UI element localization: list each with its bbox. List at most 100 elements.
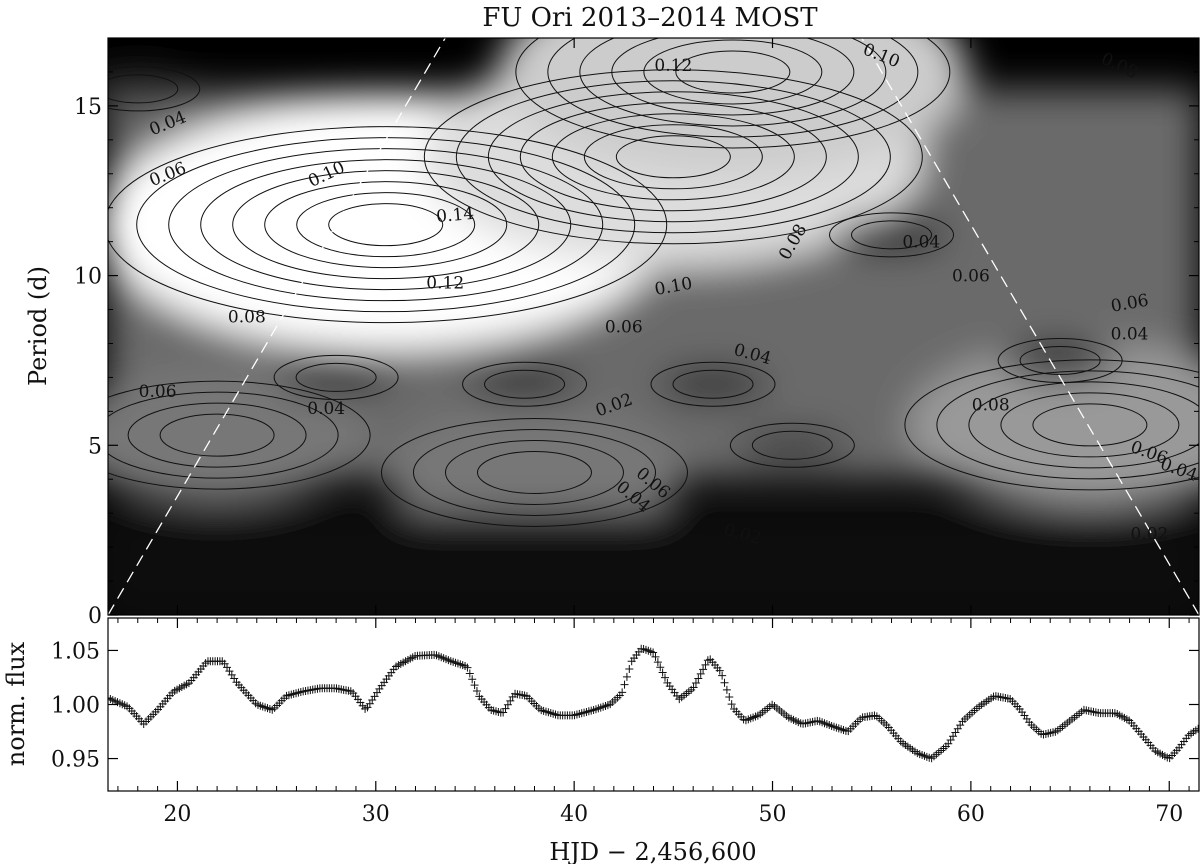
contour-label: 0.14 [435, 204, 474, 227]
y-tick-label: 5 [88, 434, 102, 459]
contour-line [296, 192, 476, 258]
contour-line [487, 91, 859, 223]
contour-line [444, 439, 624, 505]
contour-line [108, 126, 668, 324]
contour-line [968, 381, 1199, 469]
y-tick-label: 10 [74, 265, 102, 290]
power-minimum [737, 427, 848, 464]
contour-line [579, 38, 887, 127]
flux-point [1194, 724, 1199, 733]
low-period-floor [108, 513, 1199, 615]
contour-line [200, 159, 572, 291]
contour-line [611, 38, 855, 116]
contour-line [851, 220, 933, 250]
lightcurve-frame [107, 617, 1200, 792]
chart-title: FU Ori 2013–2014 MOST [482, 3, 818, 33]
flux-point [620, 680, 629, 689]
cone-of-influence-right [861, 38, 1199, 615]
contour-label: 0.12 [654, 56, 692, 76]
y-tick-label: 1.00 [51, 694, 100, 719]
wavelet-frame [107, 37, 1200, 616]
flux-point [649, 648, 658, 657]
contour-line [232, 170, 540, 280]
contour-line [829, 212, 955, 258]
contour-line [936, 370, 1199, 480]
y-tick-label: 0.95 [51, 748, 100, 773]
contour-label: 0.02 [1130, 525, 1168, 545]
flux-point [720, 678, 729, 687]
power-minimum [836, 216, 947, 253]
contour-line [551, 113, 795, 201]
contour-label: 0.08 [228, 307, 266, 327]
contour-line [108, 380, 371, 490]
contour-line [615, 135, 731, 179]
contour-line [412, 428, 656, 516]
flux-point [653, 658, 662, 667]
flux-point [689, 683, 698, 692]
contour-line [583, 124, 763, 190]
contour-line [136, 137, 636, 313]
flux-point [658, 668, 667, 677]
flux-point [727, 700, 736, 709]
contour-label: 0.04 [307, 399, 345, 419]
power-peak [385, 403, 684, 542]
contour-label: 0.06 [605, 318, 643, 338]
flux-point [625, 665, 634, 674]
flux-point [718, 671, 727, 680]
contour-line [1019, 345, 1101, 375]
flux-point [465, 669, 474, 678]
flux-point [722, 685, 731, 694]
contour-line [729, 422, 855, 468]
contour-line [328, 203, 444, 247]
y-tick-label: 15 [74, 95, 102, 120]
power-minimum [108, 70, 193, 107]
flux-point [725, 693, 734, 702]
contour-line [264, 181, 508, 269]
flux-point [691, 678, 700, 687]
contour-label: 0.08 [972, 396, 1010, 416]
flux-point [618, 688, 627, 697]
contour-line [455, 80, 891, 234]
flux-point [699, 665, 708, 674]
contour-line [904, 359, 1199, 491]
x-tick-label: 40 [560, 802, 588, 827]
flux-point [696, 669, 705, 678]
contour-line [159, 413, 275, 457]
flux-point [715, 666, 724, 675]
contour-line [643, 39, 823, 105]
contour-line [168, 148, 604, 302]
x-tick-label: 30 [362, 802, 390, 827]
contour-label: 0.12 [426, 273, 464, 293]
y-axis-label-top: Period (d) [24, 266, 52, 386]
contour-line [1000, 392, 1180, 458]
flux-point [701, 660, 710, 669]
contour-line [380, 417, 688, 527]
contour-line [273, 354, 399, 400]
y-axis-label-bottom: norm. flux [2, 641, 30, 766]
lightcurve-panel: 20 30 40 50 60 70 0.95 1.00 1.05 norm. flux HJD … [2, 617, 1200, 864]
power-minimum [658, 366, 769, 403]
flux-point [651, 652, 660, 661]
contour-line [108, 391, 339, 479]
contour-line [462, 361, 588, 407]
contour-line [515, 38, 951, 149]
flux-point [468, 675, 477, 684]
flux-point [656, 663, 665, 672]
contour-label: 0.04 [1111, 324, 1149, 344]
x-tick-label: 50 [759, 802, 787, 827]
contour-label: 0.06 [952, 267, 990, 287]
contour-line [295, 362, 377, 392]
y-tick-label: 1.05 [51, 639, 100, 664]
x-axis-label: HJD − 2,456,600 [549, 838, 756, 864]
contour-line [127, 402, 307, 468]
flux-point [694, 674, 703, 683]
flux-point [661, 673, 670, 682]
power-minimum [469, 366, 580, 403]
flux-point [463, 663, 472, 672]
contour-line [108, 66, 201, 112]
flux-point [470, 681, 479, 690]
x-tick-label: 70 [1155, 802, 1183, 827]
contour-line [476, 450, 592, 494]
